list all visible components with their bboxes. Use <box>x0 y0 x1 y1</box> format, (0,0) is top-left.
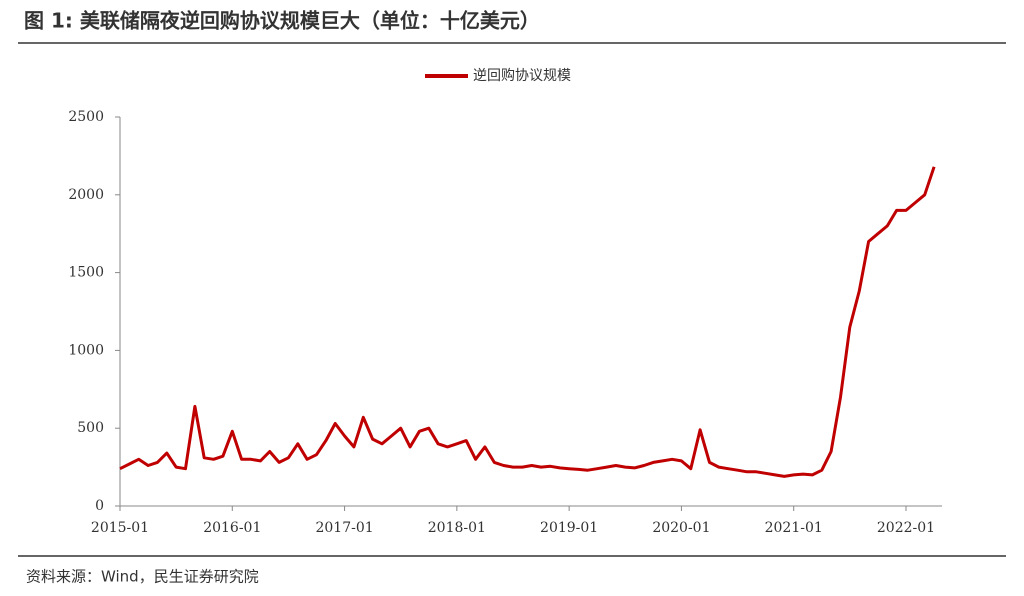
x-tick-label: 2015-01 <box>91 520 149 536</box>
legend-label: 逆回购协议规模 <box>473 68 571 84</box>
y-tick-label: 1500 <box>68 265 104 281</box>
y-tick-label: 2000 <box>68 187 104 203</box>
x-tick-label: 2022-01 <box>877 520 935 536</box>
x-tick-label: 2017-01 <box>315 520 373 536</box>
x-tick-label: 2018-01 <box>428 520 486 536</box>
y-tick-label: 1000 <box>68 342 104 358</box>
x-tick-label: 2020-01 <box>652 520 710 536</box>
series-line <box>119 166 936 478</box>
x-tick-label: 2019-01 <box>540 520 598 536</box>
x-tick-label: 2021-01 <box>765 520 823 536</box>
y-tick-label: 0 <box>95 498 104 514</box>
y-tick-label: 2500 <box>68 109 104 125</box>
y-tick-label: 500 <box>77 420 104 436</box>
x-tick-label: 2016-01 <box>203 520 261 536</box>
chart-title: 图 1: 美联储隔夜逆回购协议规模巨大（单位：十亿美元） <box>24 9 540 33</box>
source: 资料来源：Wind，民生证券研究院 <box>26 568 259 586</box>
